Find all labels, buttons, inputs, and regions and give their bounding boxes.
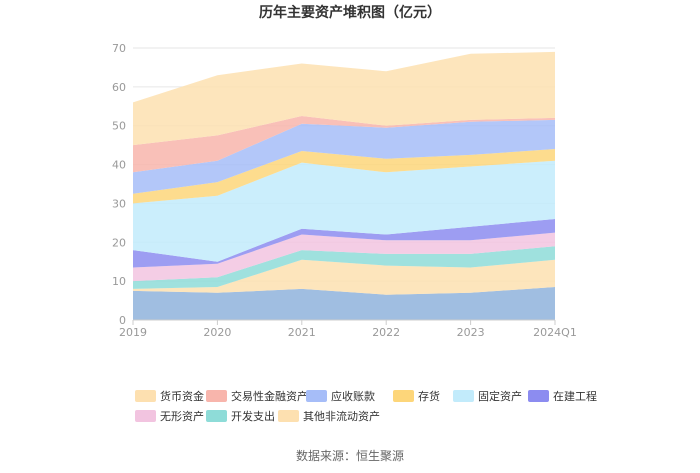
area-series [133,51,555,320]
area-固定资产 [133,160,555,262]
legend-label: 其他非流动资产 [303,409,380,423]
area-无形资产 [133,232,555,282]
legend-swatch [306,390,327,402]
legend-swatch [206,390,227,402]
y-tick-label: 20 [112,236,126,249]
legend-label: 开发支出 [231,409,275,423]
x-tick-label: 2020 [203,326,231,339]
x-tick-label: 2021 [288,326,316,339]
legend-label: 应收账款 [331,389,375,403]
area-其它 [133,287,555,320]
legend-label: 固定资产 [478,389,522,403]
x-tick-label: 2022 [372,326,400,339]
area-交易性金融资产 [133,116,555,173]
axes: 0 10 20 30 40 50 60 70 2019 2020 2021 2022 2023 2024Q… [112,42,577,339]
area-其他非流动资产 [133,259,555,295]
x-tick-label: 2024Q1 [533,326,577,339]
legend-swatch [278,410,299,422]
legend-swatch [393,390,414,402]
area-存货 [133,149,555,204]
area-开发支出 [133,246,555,289]
area-货币资金 [133,51,555,146]
legend-label: 货币资金 [160,389,204,403]
x-tick-label: 2023 [457,326,485,339]
x-tick-label: 2019 [119,326,147,339]
legend-label: 无形资产 [160,409,204,423]
legend-swatch [135,390,156,402]
legend-swatch [206,410,227,422]
legend-swatch [453,390,474,402]
data-source: 数据来源：恒生聚源 [296,448,404,463]
y-tick-label: 70 [112,42,126,55]
legend-label: 在建工程 [553,389,597,403]
y-tick-label: 40 [112,159,126,172]
area-在建工程 [133,219,555,268]
y-tick-label: 0 [119,314,126,327]
legend-label: 交易性金融资产 [231,389,308,403]
legend-swatch [135,410,156,422]
chart-title: 历年主要资产堆积图（亿元） [259,4,441,21]
y-tick-label: 60 [112,81,126,94]
y-tick-label: 10 [112,275,126,288]
y-tick-label: 50 [112,120,126,133]
legend-label: 存货 [418,389,440,403]
area-应收账款 [133,119,555,194]
y-tick-label: 30 [112,197,126,210]
legend-swatch [528,390,549,402]
